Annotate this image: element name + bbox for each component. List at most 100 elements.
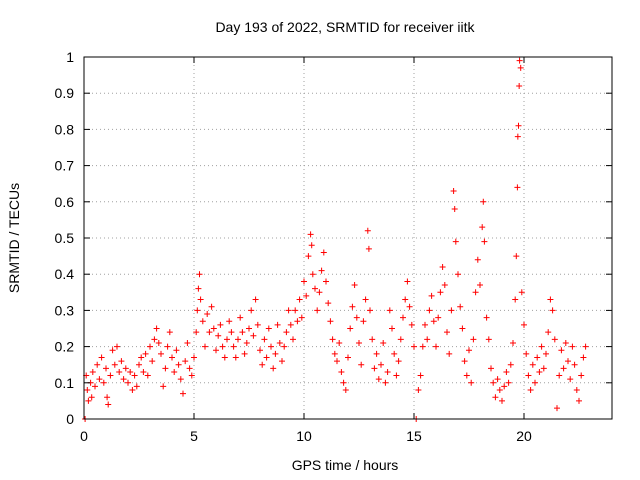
data-point xyxy=(571,361,578,368)
data-point xyxy=(393,372,400,379)
data-point xyxy=(226,318,233,325)
data-point xyxy=(215,332,222,339)
data-point xyxy=(397,336,404,343)
data-point xyxy=(259,361,266,368)
data-point xyxy=(477,282,483,289)
data-point xyxy=(560,365,567,372)
data-point xyxy=(221,354,228,361)
data-point xyxy=(237,314,244,321)
data-point xyxy=(103,365,109,372)
data-point xyxy=(334,358,340,365)
data-point xyxy=(455,271,461,278)
data-point xyxy=(441,282,448,289)
data-point xyxy=(279,358,285,365)
data-point xyxy=(204,311,211,318)
data-point xyxy=(512,296,519,303)
data-point xyxy=(515,122,522,129)
data-point xyxy=(351,282,358,289)
data-point xyxy=(459,325,466,332)
chart-title: Day 193 of 2022, SRMTID for receiver iit… xyxy=(215,19,475,35)
data-point xyxy=(140,368,147,375)
data-point xyxy=(400,314,406,321)
data-point xyxy=(290,336,296,343)
data-point xyxy=(505,379,512,386)
data-point xyxy=(569,343,576,350)
data-point xyxy=(513,253,520,260)
data-point xyxy=(107,372,114,379)
data-point xyxy=(466,347,472,354)
data-point xyxy=(518,289,525,296)
data-point xyxy=(213,347,219,354)
data-point xyxy=(318,267,325,274)
data-point xyxy=(127,368,134,375)
data-point xyxy=(435,314,442,321)
data-point xyxy=(316,289,323,296)
data-point xyxy=(472,289,479,296)
data-point xyxy=(468,379,475,386)
data-point xyxy=(252,296,259,303)
data-point xyxy=(529,361,536,368)
data-point xyxy=(314,307,321,314)
data-point xyxy=(545,329,552,336)
data-point xyxy=(375,376,382,383)
data-point xyxy=(144,372,151,379)
data-points xyxy=(82,57,589,422)
data-point xyxy=(320,249,327,256)
data-point xyxy=(358,361,365,368)
data-point xyxy=(173,347,180,354)
data-point xyxy=(373,350,380,357)
data-point xyxy=(404,278,411,285)
data-point xyxy=(362,296,369,303)
data-point xyxy=(356,339,362,346)
data-point xyxy=(246,325,252,332)
x-tick-label: 15 xyxy=(406,428,422,444)
data-point xyxy=(285,307,292,314)
data-point xyxy=(202,343,208,350)
y-tick-label: 0.2 xyxy=(55,339,75,355)
data-point xyxy=(338,368,345,375)
data-point xyxy=(481,238,488,245)
data-point xyxy=(527,387,534,394)
data-point xyxy=(265,325,272,332)
data-point xyxy=(194,307,201,314)
data-point xyxy=(386,307,393,314)
data-point xyxy=(389,325,395,332)
data-point xyxy=(307,231,314,238)
data-point xyxy=(272,350,279,357)
data-point xyxy=(461,358,468,365)
data-point xyxy=(301,278,307,285)
data-point xyxy=(312,285,318,292)
data-point xyxy=(239,329,246,336)
data-point xyxy=(492,394,499,401)
data-point xyxy=(516,57,523,64)
data-point xyxy=(292,307,299,314)
data-point xyxy=(114,343,120,350)
data-point xyxy=(219,343,226,350)
data-point xyxy=(92,383,98,390)
axis-ticks xyxy=(83,56,612,420)
data-point xyxy=(111,361,118,368)
data-point xyxy=(501,383,508,390)
data-point xyxy=(556,372,563,379)
data-point xyxy=(521,321,527,328)
data-point xyxy=(210,325,217,332)
x-axis-label: GPS time / hours xyxy=(292,457,399,473)
data-point xyxy=(241,350,248,357)
data-point xyxy=(578,372,585,379)
data-point xyxy=(450,187,457,194)
data-point xyxy=(325,300,332,307)
data-point xyxy=(122,365,129,372)
data-point xyxy=(171,368,178,375)
y-tick-label: 0.9 xyxy=(55,85,75,101)
data-point xyxy=(426,307,433,314)
data-point xyxy=(580,354,587,361)
data-point xyxy=(534,354,541,361)
y-tick-label: 0.8 xyxy=(55,121,75,137)
x-tick-label: 20 xyxy=(516,428,532,444)
data-point xyxy=(323,278,329,285)
data-point xyxy=(224,336,230,343)
data-point xyxy=(406,303,413,310)
data-point xyxy=(470,336,477,343)
data-point xyxy=(382,379,389,386)
y-tick-label: 1 xyxy=(66,49,74,65)
